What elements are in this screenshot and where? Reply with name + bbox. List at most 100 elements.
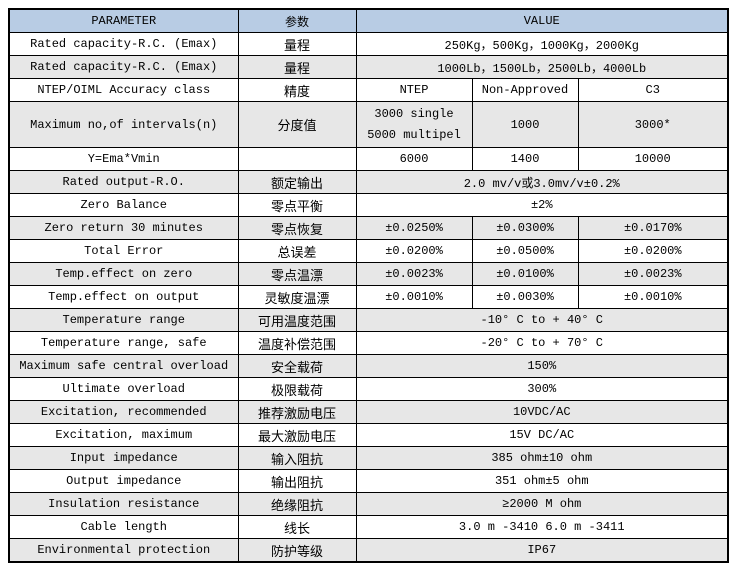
- value-cell: 3.0 m -3410 6.0 m -3411: [355, 515, 729, 539]
- param-cell: Rated capacity-R.C. (Emax): [8, 55, 239, 79]
- value-cell: 1400: [471, 147, 579, 171]
- param-cell: Rated capacity-R.C. (Emax): [8, 32, 239, 56]
- cn-cell: 安全载荷: [237, 354, 357, 378]
- table-row: Rated output-R.O. 额定输出 2.0 mv/v或3.0mv/v±0.…: [8, 170, 729, 194]
- cn-cell: 分度值: [237, 101, 357, 148]
- value-cell: ±0.0200%: [355, 239, 473, 263]
- value-cell: ±0.0200%: [577, 239, 729, 263]
- value-cell: 15V DC/AC: [355, 423, 729, 447]
- param-cell: Y=Ema*Vmin: [8, 147, 239, 171]
- param-cell: Cable length: [8, 515, 239, 539]
- param-cell: Excitation, recommended: [8, 400, 239, 424]
- param-cell: Rated output-R.O.: [8, 170, 239, 194]
- table-row: Excitation, maximum 最大激励电压 15V DC/AC: [8, 423, 729, 447]
- table-row: Total Error 总误差 ±0.0200% ±0.0500% ±0.0200%: [8, 239, 729, 263]
- value-cell: 3000*: [577, 101, 729, 148]
- value-cell: 150%: [355, 354, 729, 378]
- value-cell: 351 ohm±5 ohm: [355, 469, 729, 493]
- value-cell: ±0.0250%: [355, 216, 473, 240]
- table-row: Output impedance 输出阻抗 351 ohm±5 ohm: [8, 469, 729, 493]
- value-cell: 10000: [577, 147, 729, 171]
- param-cell: Input impedance: [8, 446, 239, 470]
- cn-cell: 额定输出: [237, 170, 357, 194]
- value-cell: 1000: [471, 101, 579, 148]
- header-parameter: PARAMETER: [8, 8, 239, 33]
- value-cell: ±0.0010%: [355, 285, 473, 309]
- param-cell: Insulation resistance: [8, 492, 239, 516]
- value-cell: 10VDC/AC: [355, 400, 729, 424]
- cn-cell: [237, 147, 357, 171]
- value-cell: ±2%: [355, 193, 729, 217]
- table-row: Ultimate overload 极限载荷 300%: [8, 377, 729, 401]
- value-cell: ≥2000 M ohm: [355, 492, 729, 516]
- cn-cell: 绝缘阻抗: [237, 492, 357, 516]
- param-cell: NTEP/OIML Accuracy class: [8, 78, 239, 102]
- table-row: Environmental protection 防护等级 IP67: [8, 538, 729, 563]
- param-cell: Environmental protection: [8, 538, 239, 563]
- header-value: VALUE: [355, 8, 729, 33]
- table-row: Temperature range, safe 温度补偿范围 -20° C to +…: [8, 331, 729, 355]
- spec-table: PARAMETER 参数 VALUE Rated capacity-R.C. (…: [8, 8, 729, 563]
- table-row: Excitation, recommended 推荐激励电压 10VDC/AC: [8, 400, 729, 424]
- value-cell: NTEP: [355, 78, 473, 102]
- value-cell: 385 ohm±10 ohm: [355, 446, 729, 470]
- cn-cell: 精度: [237, 78, 357, 102]
- cn-cell: 输出阻抗: [237, 469, 357, 493]
- param-cell: Zero return 30 minutes: [8, 216, 239, 240]
- table-row: Y=Ema*Vmin 6000 1400 10000: [8, 147, 729, 171]
- param-cell: Maximum safe central overload: [8, 354, 239, 378]
- cn-cell: 灵敏度温漂: [237, 285, 357, 309]
- table-row: Cable length 线长 3.0 m -3410 6.0 m -3411: [8, 515, 729, 539]
- table-row: Temp.effect on zero 零点温漂 ±0.0023% ±0.0100% ±…: [8, 262, 729, 286]
- value-cell: ±0.0010%: [577, 285, 729, 309]
- table-row: NTEP/OIML Accuracy class 精度 NTEP Non-Approv…: [8, 78, 729, 102]
- value-cell: C3: [577, 78, 729, 102]
- value-cell: -20° C to + 70° C: [355, 331, 729, 355]
- value-cell: 6000: [355, 147, 473, 171]
- cn-cell: 温度补偿范围: [237, 331, 357, 355]
- cn-cell: 零点温漂: [237, 262, 357, 286]
- value-cell: ±0.0023%: [577, 262, 729, 286]
- value-cell: -10° C to + 40° C: [355, 308, 729, 332]
- value-cell: ±0.0100%: [471, 262, 579, 286]
- cn-cell: 总误差: [237, 239, 357, 263]
- cn-cell: 可用温度范围: [237, 308, 357, 332]
- cn-cell: 推荐激励电压: [237, 400, 357, 424]
- param-cell: Zero Balance: [8, 193, 239, 217]
- value-cell: 2.0 mv/v或3.0mv/v±0.2%: [355, 170, 729, 194]
- value-cell: 1000Lb，1500Lb，2500Lb，4000Lb: [355, 55, 729, 79]
- param-cell: Temperature range, safe: [8, 331, 239, 355]
- table-row: Maximum no,of intervals(n) 分度值 3000 single…: [8, 101, 729, 148]
- header-row: PARAMETER 参数 VALUE: [8, 8, 729, 33]
- param-cell: Temp.effect on output: [8, 285, 239, 309]
- table-row: Maximum safe central overload 安全载荷 150%: [8, 354, 729, 378]
- value-cell: ±0.0300%: [471, 216, 579, 240]
- table-row: Insulation resistance 绝缘阻抗 ≥2000 M ohm: [8, 492, 729, 516]
- value-cell: 250Kg，500Kg，1000Kg，2000Kg: [355, 32, 729, 56]
- header-cn: 参数: [237, 8, 357, 33]
- value-cell: 300%: [355, 377, 729, 401]
- param-cell: Total Error: [8, 239, 239, 263]
- value-cell: 3000 single 5000 multipel: [355, 101, 473, 148]
- value-cell: Non-Approved: [471, 78, 579, 102]
- table-row: Input impedance 输入阻抗 385 ohm±10 ohm: [8, 446, 729, 470]
- param-cell: Ultimate overload: [8, 377, 239, 401]
- cn-cell: 极限载荷: [237, 377, 357, 401]
- table-body: Rated capacity-R.C. (Emax) 量程 250Kg，500Kg，…: [8, 32, 729, 563]
- cn-cell: 零点平衡: [237, 193, 357, 217]
- cn-cell: 防护等级: [237, 538, 357, 563]
- cn-cell: 量程: [237, 32, 357, 56]
- value-cell: ±0.0500%: [471, 239, 579, 263]
- param-cell: Temp.effect on zero: [8, 262, 239, 286]
- table-row: Rated capacity-R.C. (Emax) 量程 250Kg，500Kg，…: [8, 32, 729, 56]
- table-row: Zero return 30 minutes 零点恢复 ±0.0250% ±0.030…: [8, 216, 729, 240]
- param-cell: Temperature range: [8, 308, 239, 332]
- param-cell: Excitation, maximum: [8, 423, 239, 447]
- param-cell: Output impedance: [8, 469, 239, 493]
- table-row: Temperature range 可用温度范围 -10° C to + 40° C: [8, 308, 729, 332]
- cn-cell: 量程: [237, 55, 357, 79]
- param-cell: Maximum no,of intervals(n): [8, 101, 239, 148]
- value-cell: IP67: [355, 538, 729, 563]
- cn-cell: 零点恢复: [237, 216, 357, 240]
- value-cell: ±0.0170%: [577, 216, 729, 240]
